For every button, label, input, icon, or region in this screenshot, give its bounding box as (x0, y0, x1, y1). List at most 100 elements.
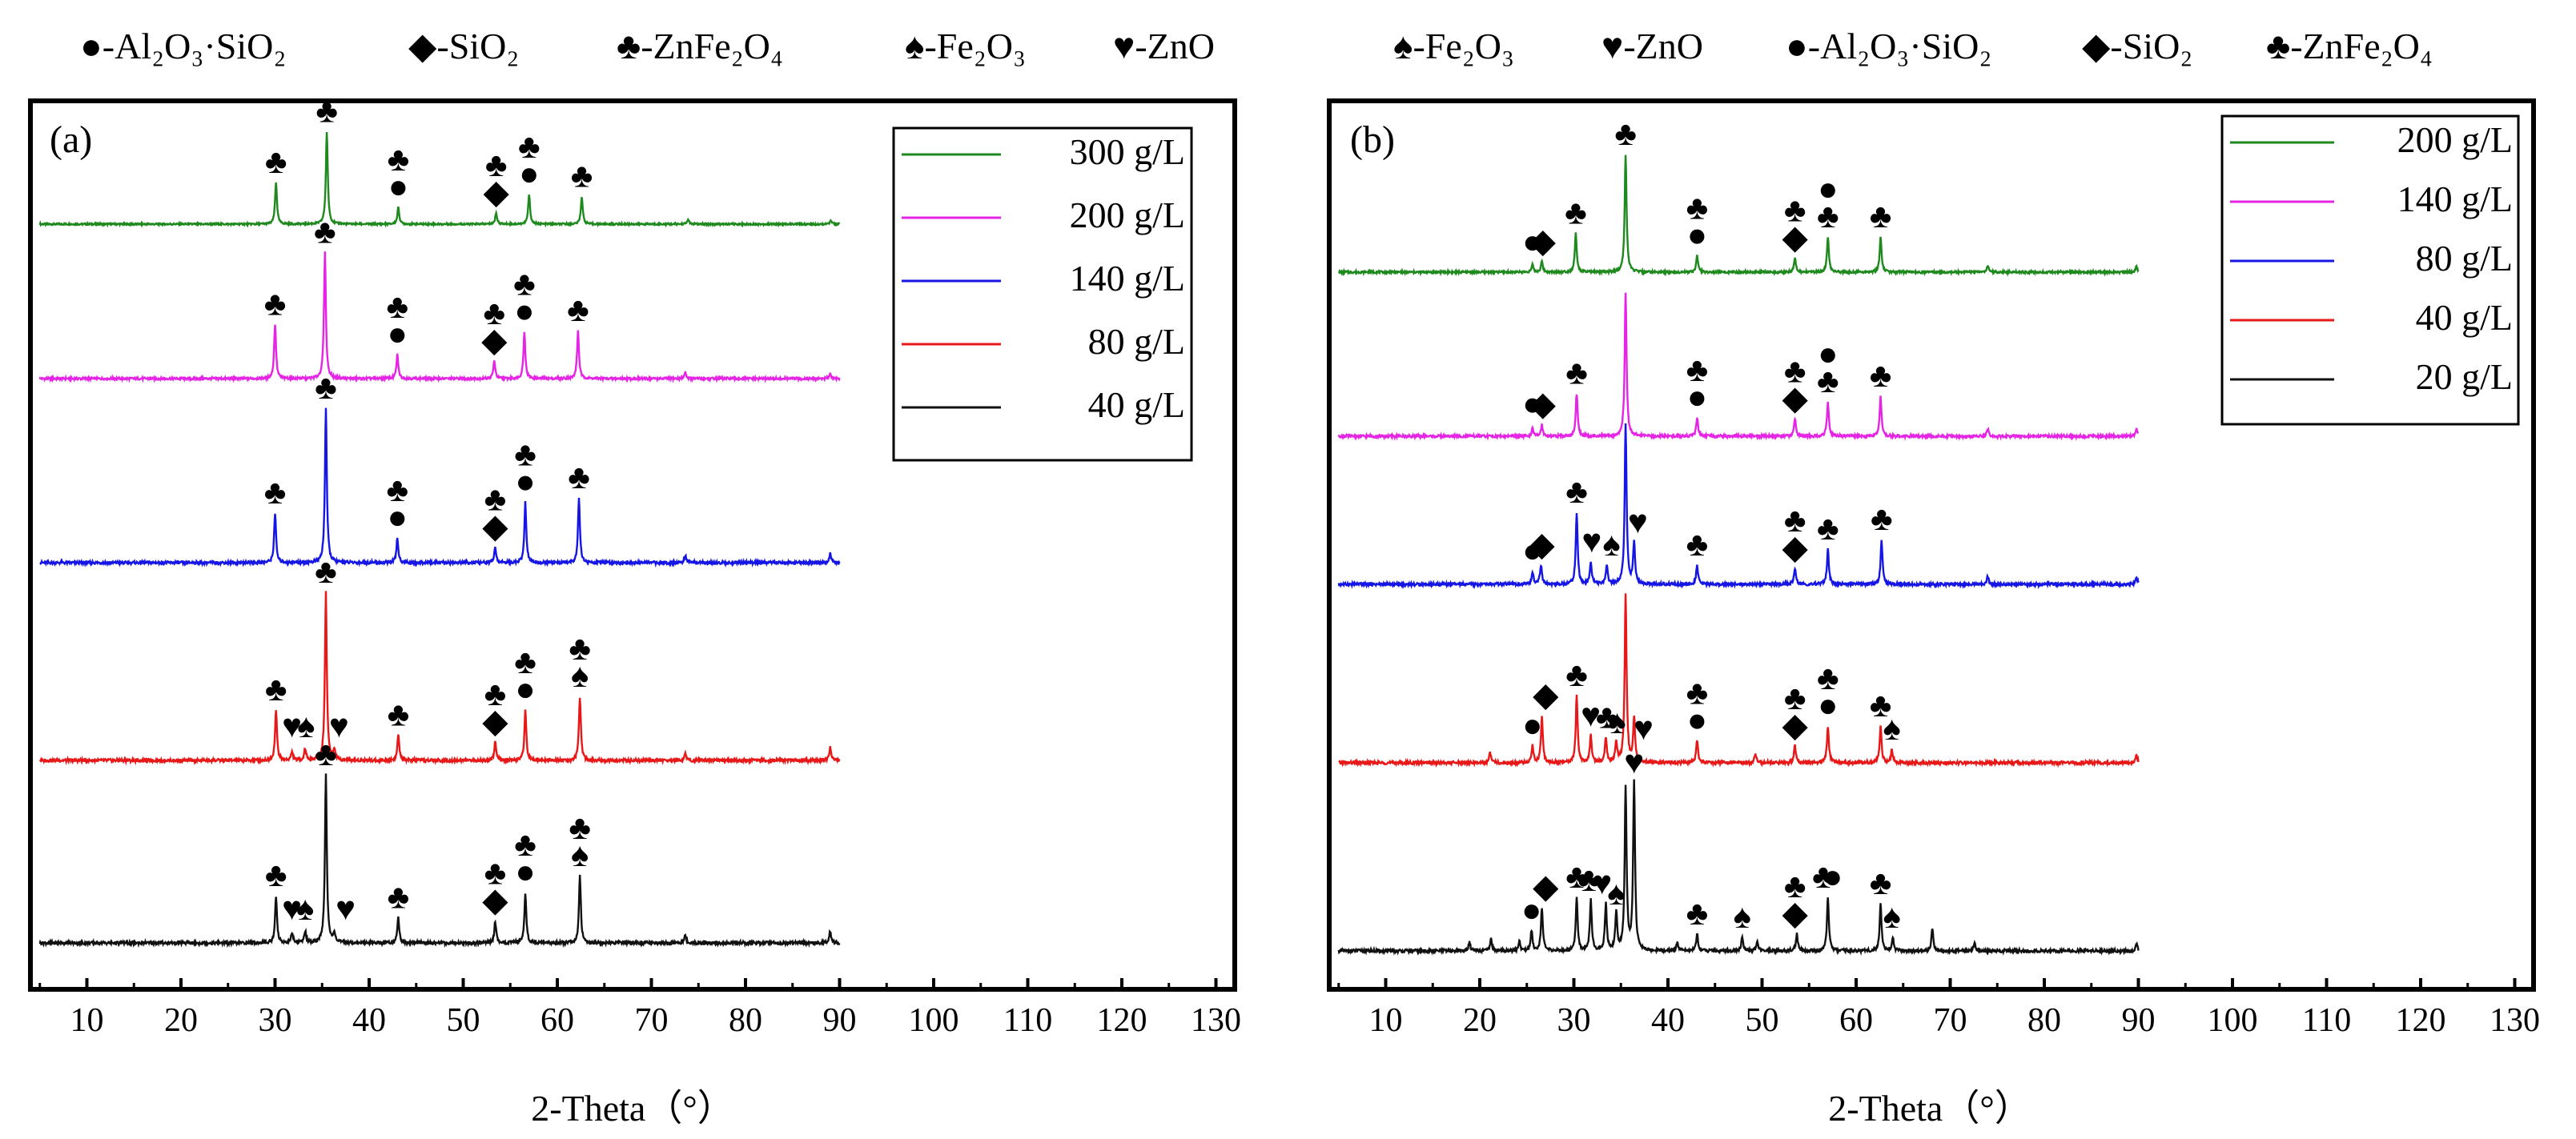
phase-marker: ♣ (1565, 195, 1587, 231)
phase-marker: ♥ (1624, 744, 1644, 781)
x-tick-label: 20 (164, 1002, 198, 1039)
legend-label: 140 g/L (1070, 258, 1185, 299)
phase-marker: ♣ (265, 144, 287, 181)
phase-legend-a-item: ●-Al₂O₃·SiO₂ (80, 26, 286, 66)
phase-legend-b-item: ●-Al₂O₃·SiO₂ (1786, 26, 1991, 66)
phase-marker: ◆ (1530, 387, 1557, 423)
panel-a-xlabel: 2-Theta（°） (531, 1088, 733, 1129)
x-tick-label: 50 (1746, 1002, 1779, 1039)
x-tick-label: 130 (2490, 1002, 2540, 1039)
phase-marker: ♣ (569, 631, 591, 668)
phase-marker: ♣ (1817, 511, 1839, 547)
phase-marker: ♣ (1578, 862, 1601, 899)
phase-marker: ♣ (1686, 896, 1709, 932)
x-tick-label: 30 (259, 1002, 292, 1039)
phase-marker: ♣ (1784, 354, 1806, 391)
phase-marker: ♥ (282, 891, 302, 928)
panel-a: (a) ♣♣●♣◆♣ ●♣♣♣♣●♣◆♣ ●♣♣♣♣●♣◆♣ ●♣♣♣♥♠♣♥ ♣ ◆♣ ●… (28, 94, 1241, 1129)
x-tick-label: 30 (1557, 1002, 1591, 1039)
phase-marker: ♣ (386, 289, 408, 326)
phase-marker: ◆ (1782, 530, 1808, 567)
x-tick-label: 110 (2302, 1002, 2351, 1039)
phase-marker: ♠ (1602, 527, 1620, 563)
phase-marker: ♣ (1812, 859, 1835, 896)
phase-marker: ♣ (1817, 660, 1839, 697)
phase-legend-a: ●-Al₂O₃·SiO₂ ◆-SiO₂ ♣-ZnFe₂O₄ ♠-Fe₂O₃ ♥-… (80, 26, 1215, 66)
phase-marker: ♣ (1870, 865, 1892, 902)
legend-label: 20 g/L (2416, 356, 2513, 397)
phase-marker: ♠ (1734, 899, 1751, 936)
phase-marker: ♣ (314, 215, 336, 251)
phase-marker: ♥ (329, 708, 349, 745)
phase-marker: ♣ (388, 697, 410, 734)
phase-marker: ♠ (571, 658, 589, 695)
phase-marker: ● (1818, 688, 1838, 724)
phase-legend-a-item: ◆-SiO₂ (408, 26, 519, 66)
phase-marker: ● (388, 169, 408, 206)
phase-marker: ♥ (1628, 504, 1648, 541)
phase-marker: ● (1822, 859, 1843, 896)
phase-marker: ♣ (1565, 474, 1588, 511)
phase-marker: ♣ (485, 147, 508, 184)
x-tick-label: 10 (70, 1002, 104, 1039)
phase-marker: ● (1522, 224, 1542, 261)
phase-marker: ◆ (481, 323, 508, 359)
phase-marker: ♣ (1565, 859, 1588, 896)
phase-marker: ♣ (1565, 355, 1588, 391)
phase-legend-a-item: ♣-ZnFe₂O₄ (617, 26, 783, 66)
phase-marker: ♣ (569, 810, 591, 847)
phase-marker: ◆ (1782, 896, 1808, 932)
panel-b: (b) ●◆♣♣●♣◆♣ ♣●♣●◆♣●♣◆♣ ♣●♣●◆♣♥ ♠♥♣ ◆♣ ♣ ♣●◆♣♥… (1327, 98, 2540, 1129)
series-line-80-g-l (38, 591, 841, 766)
phase-marker: ♥ (1581, 523, 1601, 560)
x-tick-label: 40 (1651, 1002, 1685, 1039)
phase-marker: ♣ (1565, 657, 1588, 694)
phase-marker: ♣ (1686, 527, 1709, 563)
phase-marker: ♣ (513, 267, 536, 303)
phase-marker: ♣ (1686, 352, 1709, 389)
phase-marker: ● (1687, 217, 1707, 254)
series-legend-b (2220, 114, 2520, 426)
phase-marker: ♣ (388, 880, 410, 916)
phase-marker: ♣ (1871, 501, 1893, 538)
x-tick-label: 20 (1463, 1002, 1497, 1039)
series-line-140-g-l (1337, 292, 2140, 442)
phase-legend-b-item: ♥-ZnO (1601, 26, 1703, 66)
phase-marker: ♣ (1784, 868, 1806, 905)
phase-legend-a-item: ♥-ZnO (1113, 26, 1215, 66)
phase-marker: ◆ (1529, 527, 1555, 563)
phase-marker: ♣ (1686, 190, 1709, 227)
x-tick-label: 60 (1839, 1002, 1873, 1039)
x-tick-label: 80 (2027, 1002, 2061, 1039)
x-tick-label: 100 (909, 1002, 959, 1039)
legend-label: 40 g/L (1088, 384, 1185, 425)
phase-marker: ♣ (264, 286, 287, 323)
phase-marker: ♣ (1596, 700, 1618, 736)
phase-marker: ♣ (1614, 116, 1637, 153)
phase-marker: ● (515, 464, 535, 501)
phase-marker: ◆ (1782, 219, 1808, 256)
phase-marker: ● (1522, 708, 1542, 744)
phase-marker: ♣ (484, 676, 507, 713)
phase-marker: ♣ (518, 129, 541, 166)
phase-legend-b: ♠-Fe₂O₃ ♥-ZnO ●-Al₂O₃·SiO₂ ◆-SiO₂ ♣-ZnFe… (1393, 26, 2433, 66)
phase-marker: ● (1522, 533, 1542, 570)
phase-marker: ♣ (483, 295, 505, 332)
phase-marker: ♣ (484, 482, 507, 519)
phase-marker: ● (515, 672, 535, 708)
x-tick-label: 60 (541, 1002, 574, 1039)
x-tick-label: 70 (635, 1002, 669, 1039)
legend-label: 140 g/L (2397, 178, 2513, 219)
phase-marker: ♠ (571, 837, 589, 874)
phase-marker: ♠ (1883, 711, 1900, 748)
x-tick-label: 10 (1369, 1002, 1403, 1039)
phase-marker: ♣ (315, 554, 337, 591)
phase-marker: ♣ (264, 475, 287, 511)
panel-b-frame (1327, 98, 2536, 992)
phase-marker: ♥ (1634, 711, 1654, 748)
phase-marker: ◆ (1533, 677, 1559, 714)
phase-marker: ● (388, 499, 408, 536)
legend-label: 80 g/L (2416, 238, 2513, 279)
series-line-300-g-l (38, 132, 841, 228)
